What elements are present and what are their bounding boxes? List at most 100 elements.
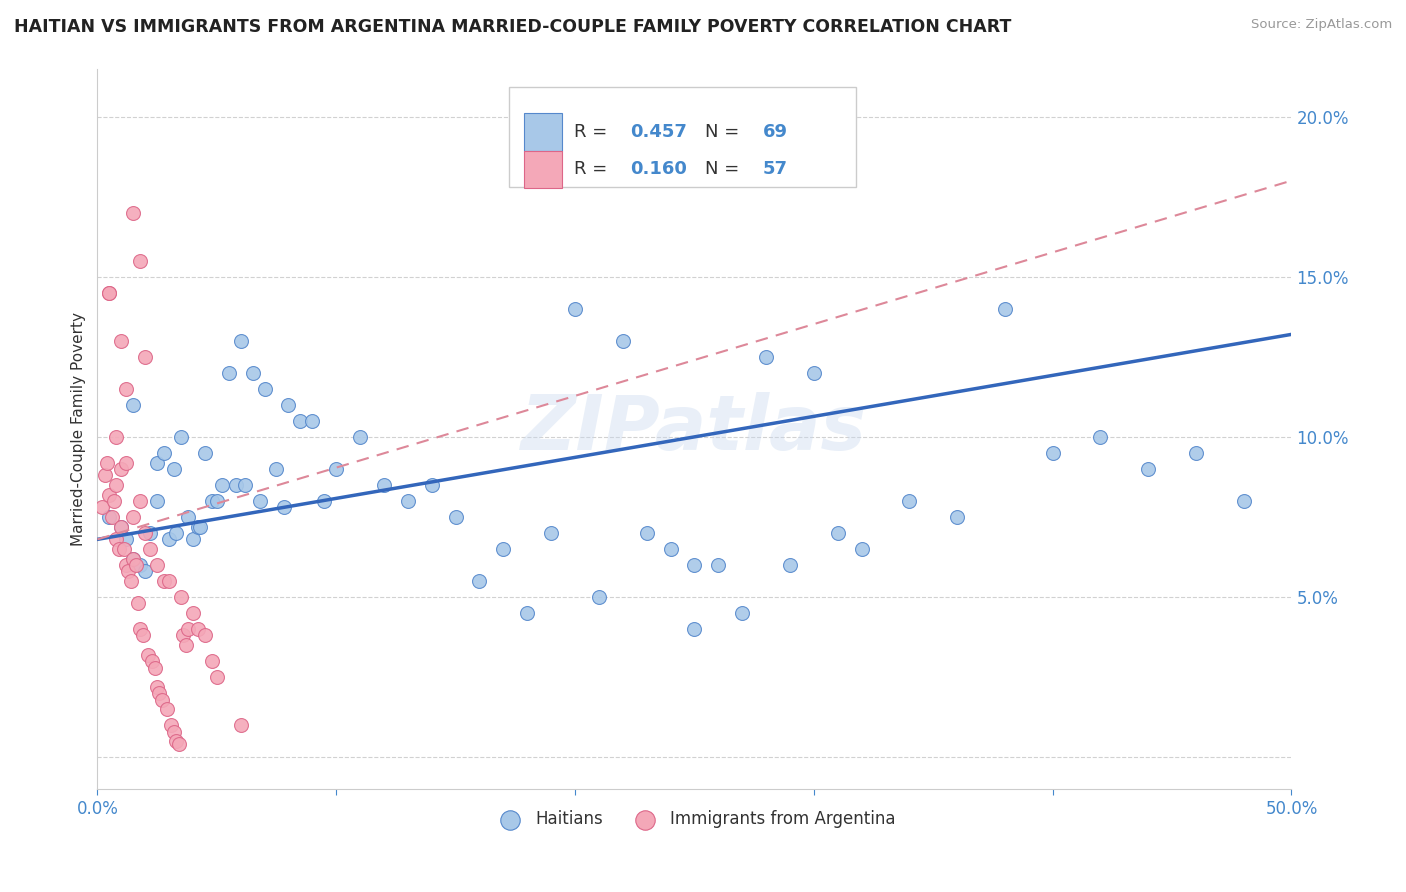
Point xyxy=(134,526,156,541)
Point xyxy=(143,660,166,674)
Point xyxy=(170,590,193,604)
Point xyxy=(194,628,217,642)
Point xyxy=(636,526,658,541)
Point xyxy=(225,478,247,492)
Point xyxy=(136,648,159,662)
Legend: Haitians, Immigrants from Argentina: Haitians, Immigrants from Argentina xyxy=(486,804,901,835)
Point xyxy=(132,628,155,642)
Point xyxy=(277,398,299,412)
Point xyxy=(779,558,801,572)
Point xyxy=(165,734,187,748)
Point xyxy=(229,334,252,348)
Point xyxy=(122,551,145,566)
FancyBboxPatch shape xyxy=(509,87,856,187)
FancyBboxPatch shape xyxy=(523,113,562,151)
Point xyxy=(468,574,491,588)
Point xyxy=(898,494,921,508)
Point xyxy=(117,565,139,579)
Point xyxy=(325,462,347,476)
Point xyxy=(205,670,228,684)
Point xyxy=(731,606,754,620)
Point xyxy=(218,366,240,380)
Point xyxy=(420,478,443,492)
Point xyxy=(994,301,1017,316)
Point xyxy=(105,533,128,547)
Point xyxy=(588,590,610,604)
Text: 57: 57 xyxy=(762,161,787,178)
Point xyxy=(124,558,146,572)
Point xyxy=(165,526,187,541)
Point xyxy=(122,551,145,566)
Point xyxy=(110,462,132,476)
Point xyxy=(851,541,873,556)
Point xyxy=(129,494,152,508)
Point xyxy=(177,622,200,636)
Point xyxy=(146,680,169,694)
Point xyxy=(229,718,252,732)
Point xyxy=(115,558,138,572)
Point xyxy=(396,494,419,508)
Point xyxy=(148,686,170,700)
Point xyxy=(160,718,183,732)
Point xyxy=(194,446,217,460)
Point xyxy=(516,126,538,140)
Point xyxy=(108,541,131,556)
Point xyxy=(120,574,142,588)
Text: R =: R = xyxy=(574,161,613,178)
Point xyxy=(112,541,135,556)
Point xyxy=(683,622,706,636)
Point xyxy=(110,519,132,533)
Point xyxy=(181,533,204,547)
Point xyxy=(564,301,586,316)
Point xyxy=(516,606,538,620)
Point xyxy=(683,558,706,572)
Text: R =: R = xyxy=(574,123,613,141)
Point xyxy=(170,430,193,444)
Point xyxy=(612,334,634,348)
Text: ZIPatlas: ZIPatlas xyxy=(522,392,868,466)
Point xyxy=(249,494,271,508)
Point xyxy=(273,500,295,515)
Point xyxy=(1042,446,1064,460)
Point xyxy=(373,478,395,492)
Point xyxy=(201,494,224,508)
Point xyxy=(301,414,323,428)
Point xyxy=(1090,430,1112,444)
Point xyxy=(155,702,177,716)
Point xyxy=(146,456,169,470)
Point xyxy=(96,456,118,470)
Point xyxy=(122,205,145,219)
Point xyxy=(444,510,467,524)
Point xyxy=(803,366,825,380)
Point xyxy=(100,510,122,524)
Point xyxy=(122,510,145,524)
Point xyxy=(139,526,162,541)
Point xyxy=(139,541,162,556)
Point xyxy=(93,468,115,483)
Y-axis label: Married-Couple Family Poverty: Married-Couple Family Poverty xyxy=(72,312,86,546)
Point xyxy=(827,526,849,541)
Point xyxy=(211,478,233,492)
Text: Source: ZipAtlas.com: Source: ZipAtlas.com xyxy=(1251,18,1392,31)
Point xyxy=(177,510,200,524)
Point xyxy=(157,533,180,547)
Point xyxy=(115,456,138,470)
Point xyxy=(129,253,152,268)
Point xyxy=(141,654,163,668)
Point xyxy=(153,446,176,460)
Point xyxy=(235,478,257,492)
Point xyxy=(707,558,730,572)
Point xyxy=(253,382,276,396)
FancyBboxPatch shape xyxy=(523,151,562,188)
Point xyxy=(314,494,336,508)
Text: 0.457: 0.457 xyxy=(630,123,686,141)
Point xyxy=(98,487,121,501)
Point xyxy=(201,654,224,668)
Point xyxy=(1137,462,1160,476)
Point xyxy=(150,692,173,706)
Point xyxy=(540,526,562,541)
Point xyxy=(110,334,132,348)
Point xyxy=(188,519,211,533)
Point xyxy=(187,622,209,636)
Point xyxy=(181,606,204,620)
